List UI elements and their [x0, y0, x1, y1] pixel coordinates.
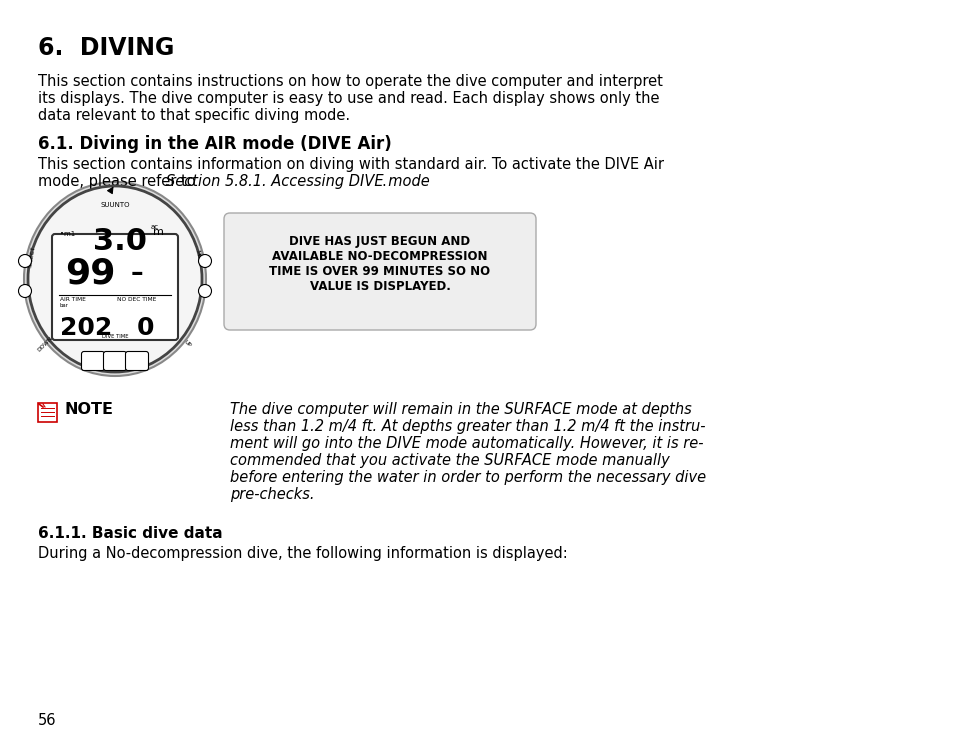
Text: commended that you activate the SURFACE mode manually: commended that you activate the SURFACE … [230, 453, 669, 468]
Text: During a No-decompression dive, the following information is displayed:: During a No-decompression dive, the foll… [38, 546, 567, 561]
FancyBboxPatch shape [224, 213, 536, 330]
Text: •m1: •m1 [60, 231, 75, 237]
Text: Section 5.8.1. Accessing DIVE mode: Section 5.8.1. Accessing DIVE mode [166, 174, 429, 189]
Text: DIVE TIME: DIVE TIME [102, 334, 128, 339]
Circle shape [18, 255, 31, 268]
Text: its displays. The dive computer is easy to use and read. Each display shows only: its displays. The dive computer is easy … [38, 91, 659, 106]
Text: 56: 56 [38, 713, 56, 728]
Text: UP: UP [182, 339, 192, 349]
Text: .: . [380, 174, 385, 189]
Text: 99: 99 [65, 257, 115, 291]
Ellipse shape [24, 182, 206, 376]
Text: –: – [131, 261, 143, 285]
Text: SELECT: SELECT [28, 246, 36, 268]
Text: This section contains instructions on how to operate the dive computer and inter: This section contains instructions on ho… [38, 74, 662, 89]
FancyBboxPatch shape [38, 403, 57, 422]
Text: data relevant to that specific diving mode.: data relevant to that specific diving mo… [38, 108, 350, 123]
FancyBboxPatch shape [81, 352, 105, 370]
Text: NOTE: NOTE [64, 402, 112, 417]
Text: 0: 0 [137, 316, 154, 340]
Text: The dive computer will remain in the SURFACE mode at depths: The dive computer will remain in the SUR… [230, 402, 691, 417]
FancyBboxPatch shape [103, 352, 127, 370]
Text: ment will go into the DIVE mode automatically. However, it is re-: ment will go into the DIVE mode automati… [230, 436, 702, 451]
Text: TIME IS OVER 99 MINUTES SO NO: TIME IS OVER 99 MINUTES SO NO [269, 265, 490, 278]
Text: AIR TIME: AIR TIME [60, 297, 86, 302]
Text: 6.1. Diving in the AIR mode (DIVE Air): 6.1. Diving in the AIR mode (DIVE Air) [38, 135, 392, 153]
Text: mode, please refer to: mode, please refer to [38, 174, 200, 189]
Circle shape [198, 255, 212, 268]
Text: m: m [152, 227, 164, 237]
FancyBboxPatch shape [126, 352, 149, 370]
Circle shape [18, 284, 31, 298]
Text: DIVE HAS JUST BEGUN AND: DIVE HAS JUST BEGUN AND [289, 235, 470, 248]
Ellipse shape [28, 186, 202, 372]
Text: NO DEC TIME: NO DEC TIME [117, 297, 156, 302]
Text: This section contains information on diving with standard air. To activate the D: This section contains information on div… [38, 157, 663, 172]
Text: less than 1.2 m/4 ft. At depths greater than 1.2 m/4 ft the instru-: less than 1.2 m/4 ft. At depths greater … [230, 419, 705, 434]
Text: 6.  DIVING: 6. DIVING [38, 36, 174, 60]
Text: DOWN: DOWN [36, 336, 53, 352]
Text: before entering the water in order to perform the necessary dive: before entering the water in order to pe… [230, 470, 705, 485]
Text: ac: ac [151, 224, 159, 230]
FancyBboxPatch shape [52, 234, 178, 340]
Text: 202: 202 [60, 316, 112, 340]
Text: MODE: MODE [193, 249, 202, 268]
Text: VALUE IS DISPLAYED.: VALUE IS DISPLAYED. [309, 280, 450, 293]
Text: SUUNTO: SUUNTO [100, 202, 130, 208]
Text: 6.1.1. Basic dive data: 6.1.1. Basic dive data [38, 526, 222, 541]
Text: pre-checks.: pre-checks. [230, 487, 314, 502]
Text: 3.0: 3.0 [92, 227, 147, 256]
Circle shape [198, 284, 212, 298]
Text: AVAILABLE NO-DECOMPRESSION: AVAILABLE NO-DECOMPRESSION [272, 250, 487, 263]
Text: bar: bar [60, 303, 69, 308]
